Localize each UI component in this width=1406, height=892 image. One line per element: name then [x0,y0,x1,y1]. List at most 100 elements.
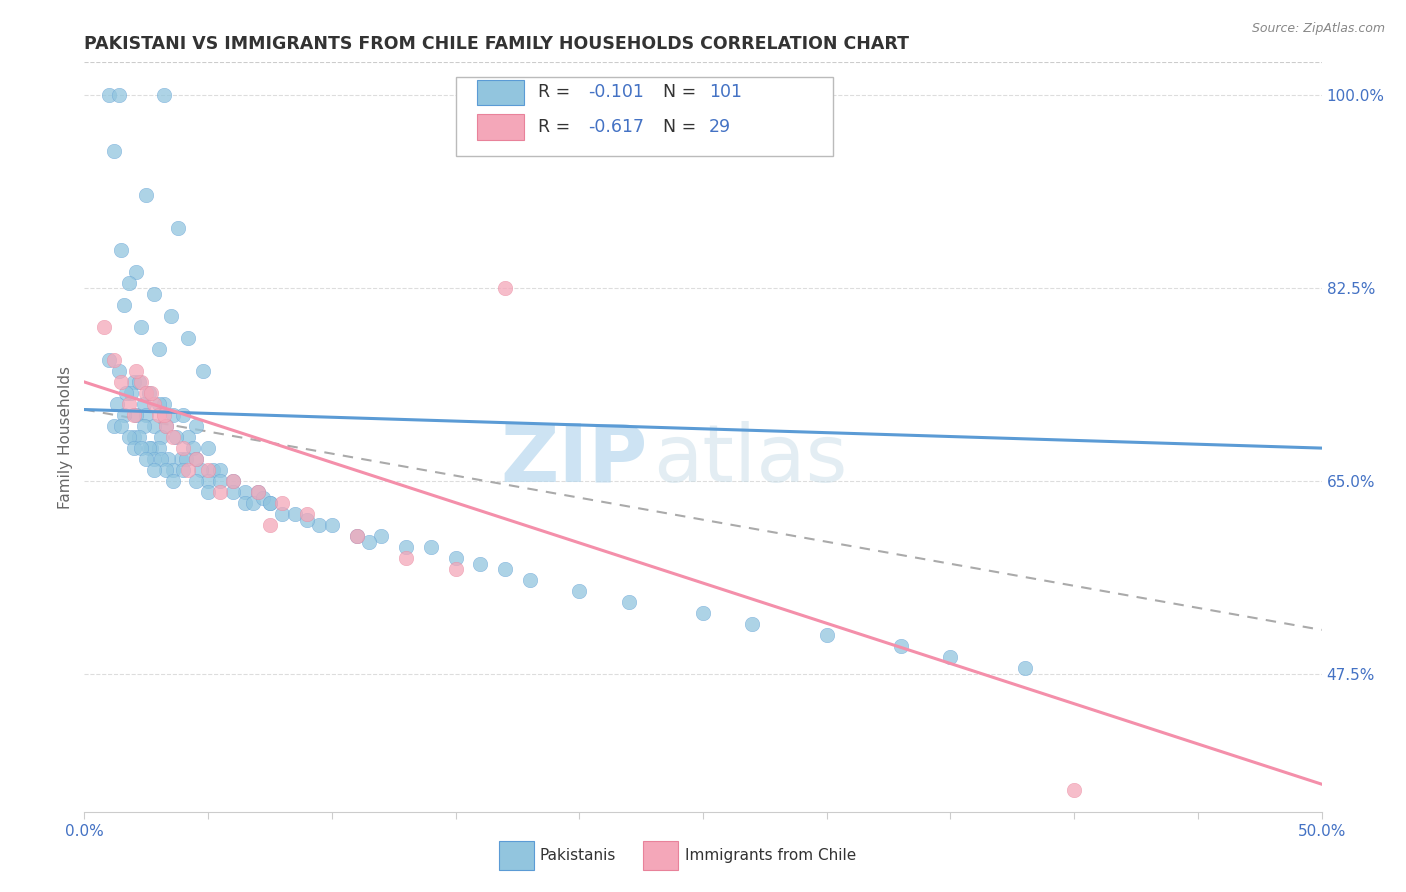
Point [110,243,132,257]
Point [233,485,256,500]
Point [202,463,225,477]
Point [242,496,264,510]
Point [174,452,197,467]
Point [125,364,148,378]
Text: ZIP: ZIP [501,420,647,499]
Point [233,496,256,510]
Point [259,496,281,510]
Text: 29: 29 [709,118,731,136]
Point [150,430,173,444]
Point [105,397,128,411]
Point [617,595,640,609]
Point [181,441,204,455]
Point [346,529,368,543]
Text: 101: 101 [709,84,742,102]
Point [494,562,516,576]
Point [184,419,207,434]
Point [370,529,392,543]
Point [284,507,307,521]
Point [209,463,232,477]
Point [197,463,219,477]
Text: -0.101: -0.101 [588,84,644,102]
Point [395,541,418,555]
Point [152,408,174,422]
Point [135,452,157,467]
Text: Pakistanis: Pakistanis [540,848,616,863]
Point [295,507,318,521]
Point [470,557,492,571]
Point [172,408,194,422]
Point [252,491,274,505]
Text: Source: ZipAtlas.com: Source: ZipAtlas.com [1251,22,1385,36]
Point [110,419,132,434]
Point [222,474,245,488]
Point [110,375,132,389]
Text: Immigrants from Chile: Immigrants from Chile [685,848,856,863]
Point [259,518,281,533]
Point [129,441,152,455]
Point [135,408,157,422]
FancyBboxPatch shape [456,78,832,156]
Point [184,474,207,488]
Point [162,463,184,477]
Point [172,441,194,455]
Point [112,298,135,312]
Point [98,353,121,368]
Point [162,408,184,422]
Text: R =: R = [538,118,576,136]
Point [155,463,177,477]
Point [162,474,184,488]
Point [568,584,591,599]
Point [142,286,165,301]
Point [259,496,281,510]
FancyBboxPatch shape [477,114,523,140]
Point [170,452,193,467]
Point [519,574,541,588]
Text: R =: R = [538,84,576,102]
Point [122,375,145,389]
Point [246,485,269,500]
Point [103,353,125,368]
Point [150,452,173,467]
Point [165,430,187,444]
Point [167,220,190,235]
Point [142,463,165,477]
Point [191,364,214,378]
Text: atlas: atlas [654,420,848,499]
Point [494,281,516,295]
Point [142,397,165,411]
Point [444,551,467,566]
Point [138,441,160,455]
Point [142,452,165,467]
Point [108,88,131,103]
Point [141,386,163,401]
Point [222,485,245,500]
Point [197,485,219,500]
Point [190,463,212,477]
Point [346,529,368,543]
Point [129,319,152,334]
Point [142,419,165,434]
Text: -0.617: -0.617 [588,118,644,136]
Point [157,452,180,467]
Point [108,364,131,378]
Point [120,386,142,401]
Point [152,88,174,103]
Point [939,650,962,665]
Point [148,408,170,422]
Point [271,496,294,510]
Point [222,474,245,488]
Point [295,513,318,527]
Point [125,265,148,279]
Point [692,607,714,621]
Point [118,276,141,290]
FancyBboxPatch shape [477,79,523,105]
Text: PAKISTANI VS IMMIGRANTS FROM CHILE FAMILY HOUSEHOLDS CORRELATION CHART: PAKISTANI VS IMMIGRANTS FROM CHILE FAMIL… [84,35,910,53]
Point [112,408,135,422]
Point [160,309,183,323]
Point [129,375,152,389]
Point [128,430,150,444]
Point [122,408,145,422]
Point [1014,661,1036,675]
Point [122,441,145,455]
